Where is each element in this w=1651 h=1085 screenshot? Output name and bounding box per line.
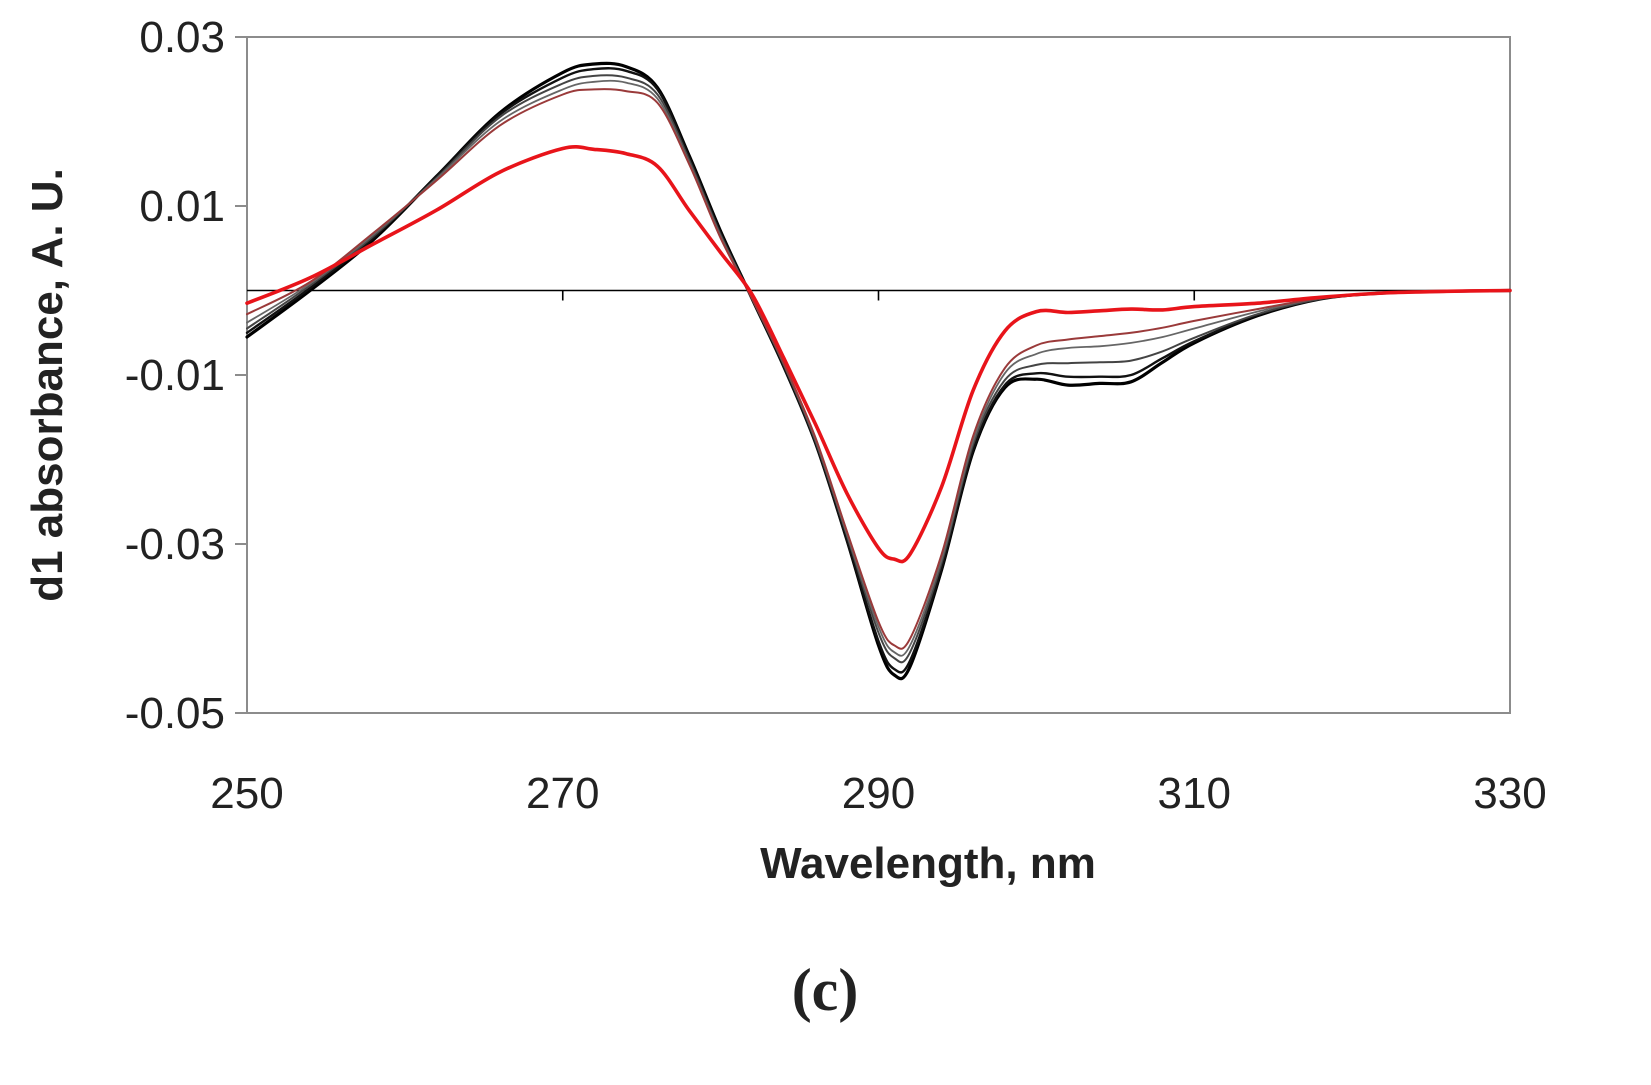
series-line-gray-1: [246, 74, 1511, 664]
x-tick-label: 250: [210, 769, 283, 818]
series-line-black-1: [245, 61, 1512, 681]
series-line-black-2: [245, 67, 1512, 674]
x-tick-label: 310: [1158, 769, 1231, 818]
series-line-red: [245, 145, 1512, 564]
series-line-red-brown: [246, 88, 1511, 650]
y-axis-title: d1 absorbance, A. U.: [23, 168, 72, 602]
series-line-gray-2: [246, 79, 1511, 657]
y-tick-label: 0.01: [139, 182, 225, 231]
x-tick-label: 270: [526, 769, 599, 818]
y-tick-label: 0.03: [139, 13, 225, 62]
x-tick-label: 330: [1473, 769, 1546, 818]
plot-area-border: [246, 36, 1511, 714]
x-axis-title: Wavelength, nm: [760, 839, 1096, 888]
y-tick-label: -0.03: [125, 520, 225, 569]
panel-label: (c): [792, 957, 859, 1023]
y-tick-label: -0.01: [125, 351, 225, 400]
x-tick-label: 290: [842, 769, 915, 818]
y-tick-label: -0.05: [125, 689, 225, 738]
